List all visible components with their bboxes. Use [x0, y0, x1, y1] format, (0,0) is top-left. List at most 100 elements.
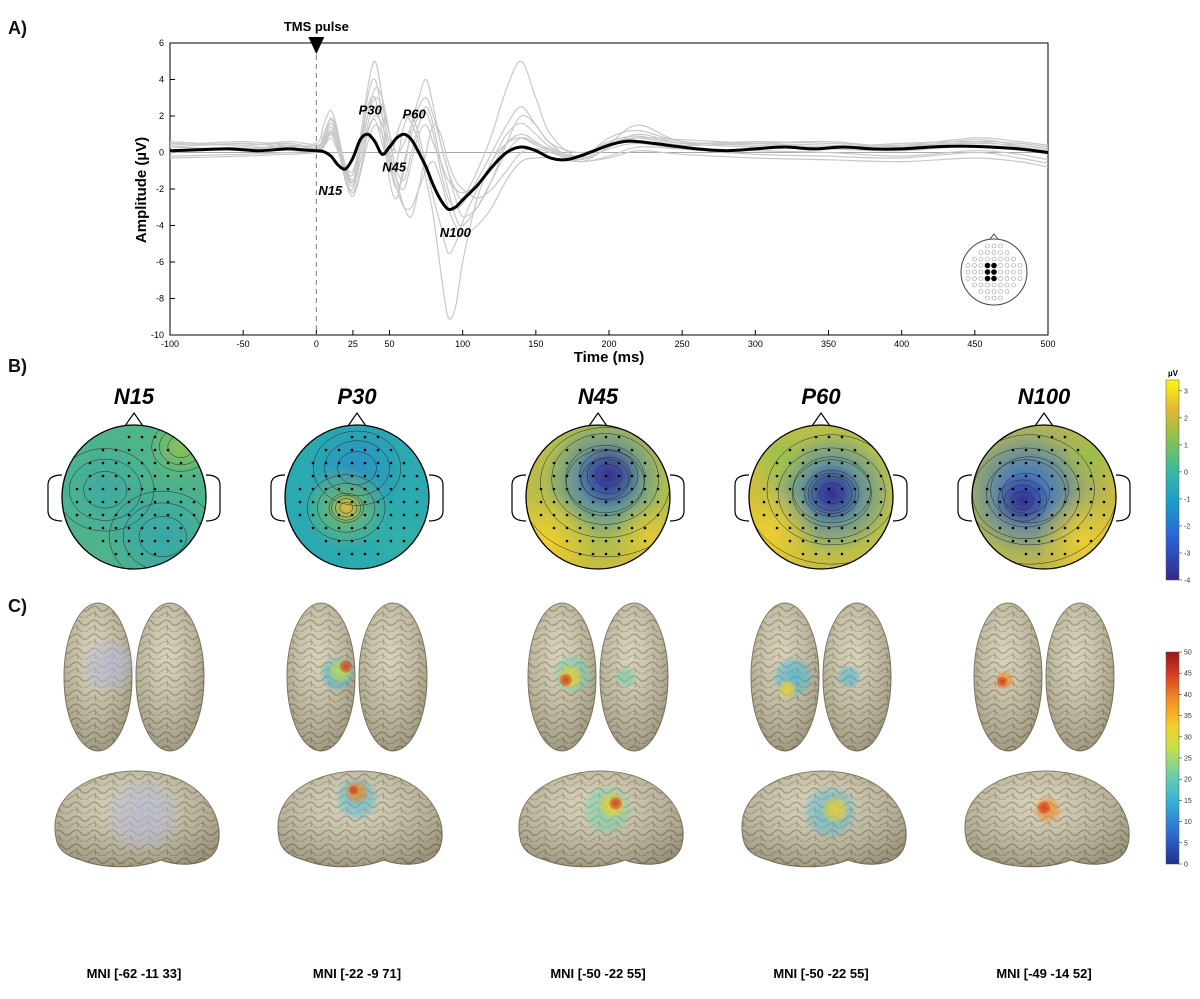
topomap-n45: N45 — [511, 384, 685, 570]
electrode-dot — [153, 435, 157, 439]
electrode-dot — [140, 461, 144, 465]
electrode-dot — [879, 474, 883, 478]
electrode-dot — [337, 461, 341, 465]
x-tick-label: 0 — [314, 339, 319, 349]
topo-contour — [109, 490, 206, 569]
electrode-dot — [827, 526, 831, 530]
electrode-dot — [1089, 461, 1093, 465]
electrode-dot — [101, 539, 105, 543]
inset-electrode — [1011, 282, 1016, 288]
inset-electrode — [1004, 289, 1010, 294]
electrode-dot — [762, 487, 766, 491]
electrode-dot — [879, 487, 883, 491]
topo-contour — [337, 451, 377, 485]
electrode-montage-inset — [960, 233, 1028, 306]
electrode-dot — [1024, 461, 1028, 465]
inset-electrode-selected — [991, 275, 997, 282]
x-axis-label: Time (ms) — [574, 349, 645, 366]
electrode-dot — [402, 487, 406, 491]
electrode-dot — [140, 435, 144, 439]
electrode-dot — [814, 539, 818, 543]
peak-label-p30: P30 — [359, 102, 383, 117]
tep-chart: -10 -8 -6 -4 -2 0 2 4 6 -100 -50 0 25 50 100 150 200 250… — [133, 19, 1056, 366]
electrode-dot — [350, 435, 354, 439]
electrode-dot — [153, 552, 157, 556]
electrode-dot — [101, 500, 105, 504]
electrode-dot — [827, 552, 831, 556]
electrode-dot — [604, 539, 608, 543]
electrode-dot — [840, 513, 844, 517]
electrode-dot — [1011, 487, 1015, 491]
electrode-dot — [630, 539, 634, 543]
electrode-dot — [324, 526, 328, 530]
electrode-dot — [363, 435, 367, 439]
x-tick-label: 500 — [1040, 339, 1055, 349]
electrode-dot — [814, 435, 818, 439]
inset-electrode — [985, 256, 990, 262]
electrode-dot — [376, 513, 380, 517]
scalp-outline — [971, 424, 1117, 570]
electrode-dot — [114, 487, 118, 491]
electrode-dot — [166, 487, 170, 491]
electrode-dot — [114, 526, 118, 530]
electrode-dot — [337, 474, 341, 478]
electrode-dot — [114, 448, 118, 452]
electrode-dot — [402, 513, 406, 517]
source-activation-blob — [608, 796, 623, 811]
electrode-dot — [591, 435, 595, 439]
brain-top-view — [973, 602, 1115, 752]
electrode-dot — [775, 526, 779, 530]
topomap-n15: N15 — [47, 384, 221, 570]
electrode-dot — [1024, 487, 1028, 491]
electrode-dot — [140, 513, 144, 517]
electrode-dot — [192, 500, 196, 504]
electrode-dot — [389, 461, 393, 465]
inset-electrode — [998, 295, 1003, 301]
electrode-dot — [643, 539, 647, 543]
x-tick-label: -100 — [161, 339, 179, 349]
electrode-dot — [140, 448, 144, 452]
electrode-dot — [1063, 461, 1067, 465]
electrode-dot — [1076, 474, 1080, 478]
electrode-dot — [402, 539, 406, 543]
inset-electrode — [1004, 250, 1010, 255]
tms-pulse-label: TMS pulse — [284, 19, 349, 34]
electrode-dot — [1089, 526, 1093, 530]
electrode-dot — [363, 474, 367, 478]
electrode-dot — [539, 500, 543, 504]
brain-lateral-view — [964, 770, 1130, 868]
inset-electrode — [991, 282, 997, 288]
electrode-dot — [88, 513, 92, 517]
electrode-dot — [630, 448, 634, 452]
inset-electrode — [1011, 269, 1016, 275]
topomap-title: N15 — [114, 384, 155, 409]
topo-colorbar-tick-label: -3 — [1184, 550, 1190, 557]
electrode-dot — [324, 448, 328, 452]
electrode-dot — [617, 500, 621, 504]
electrode-dot — [827, 513, 831, 517]
inset-electrode — [1017, 276, 1023, 281]
electrode-dot — [402, 474, 406, 478]
electrode-dot — [192, 487, 196, 491]
mni-coordinate-label: MNI [-62 -11 33] — [87, 966, 182, 981]
channel-trace — [170, 95, 1048, 255]
electrode-dot — [376, 526, 380, 530]
electrode-dot — [153, 513, 157, 517]
topo-colorbar: µV 3 2 1 0 -1 -2 -3 -4 — [1165, 370, 1190, 585]
electrode-dot — [1063, 526, 1067, 530]
electrode-dot — [552, 487, 556, 491]
electrode-dot — [788, 526, 792, 530]
electrode-dot — [801, 461, 805, 465]
source-colorbar-tick-label: 25 — [1184, 756, 1192, 763]
channel-trace — [170, 124, 1048, 236]
electrode-dot — [363, 487, 367, 491]
brain-lateral-view — [54, 770, 220, 868]
topo-contour — [804, 470, 860, 517]
electrode-dot — [127, 474, 131, 478]
inset-electrode — [978, 289, 984, 294]
topo-colorbar-tick-label: -1 — [1184, 496, 1190, 503]
electrode-dot — [578, 526, 582, 530]
electrode-dot — [114, 539, 118, 543]
electrode-dot — [643, 474, 647, 478]
electrode-dot — [127, 513, 131, 517]
